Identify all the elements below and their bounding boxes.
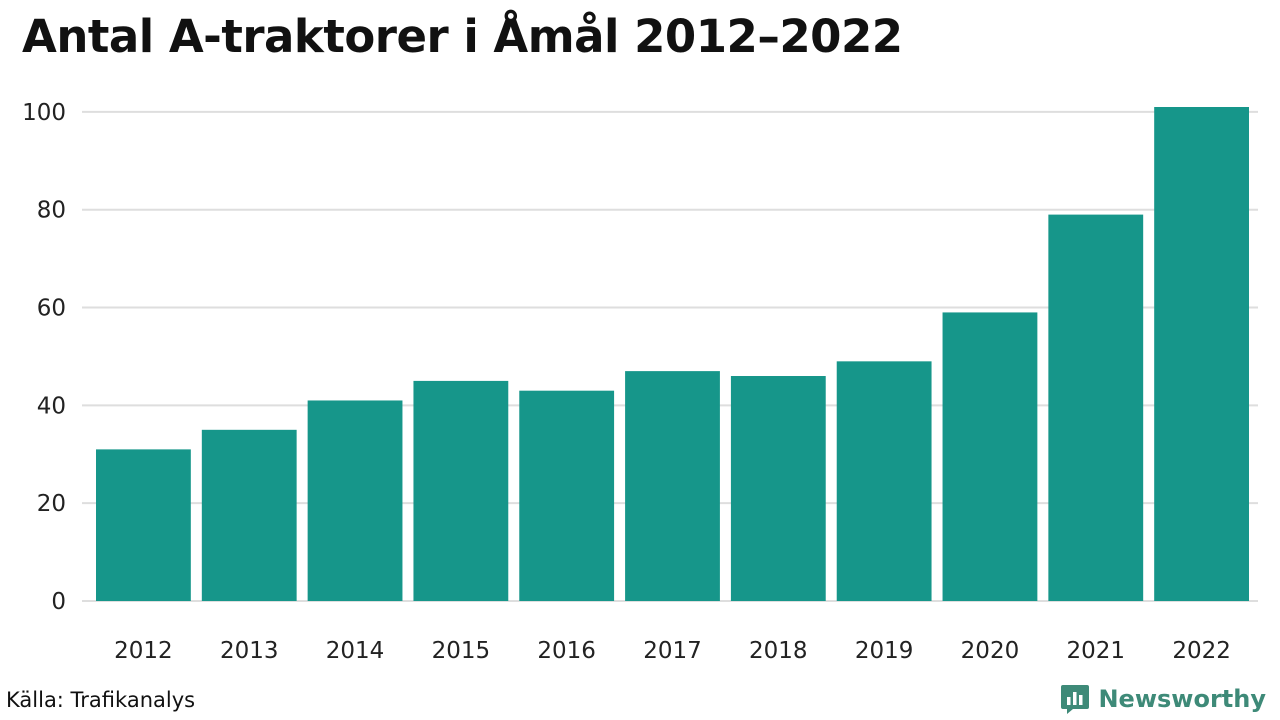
brand-logo: Newsworthy xyxy=(1060,683,1266,715)
x-tick-label: 2018 xyxy=(749,638,808,664)
bar-2017 xyxy=(625,371,720,601)
bar-2018 xyxy=(730,376,826,601)
x-tick-label: 2016 xyxy=(537,638,596,664)
x-tick-label: 2012 xyxy=(114,638,173,664)
source-note: Källa: Trafikanalys xyxy=(6,688,196,712)
x-tick-label: 2019 xyxy=(855,638,914,664)
bar-2016 xyxy=(519,390,615,601)
y-tick-label: 0 xyxy=(51,589,66,615)
x-tick-label: 2022 xyxy=(1172,638,1231,664)
brand-name: Newsworthy xyxy=(1098,685,1266,713)
bars xyxy=(96,107,1249,602)
x-tick-label: 2021 xyxy=(1066,638,1125,664)
y-tick-label: 20 xyxy=(37,491,66,517)
x-tick-label: 2017 xyxy=(643,638,702,664)
bar-2022 xyxy=(1154,107,1249,601)
bar-2020 xyxy=(942,312,1038,601)
x-tick-label: 2014 xyxy=(326,638,385,664)
bar-2021 xyxy=(1048,214,1144,602)
y-axis: 0 20 40 60 80 100 xyxy=(22,100,66,615)
bar-2015 xyxy=(413,380,509,601)
y-tick-label: 60 xyxy=(37,296,66,322)
x-tick-label: 2015 xyxy=(432,638,491,664)
chart-title: Antal A-traktorer i Åmål 2012–2022 xyxy=(22,10,903,63)
x-tick-label: 2013 xyxy=(220,638,279,664)
x-axis: 2012 2013 2014 2015 2016 2017 2018 2019 2020 2021… xyxy=(114,638,1231,664)
bar-2012 xyxy=(96,449,191,601)
y-tick-label: 80 xyxy=(37,198,66,224)
y-tick-label: 100 xyxy=(22,100,66,126)
y-tick-label: 40 xyxy=(37,393,66,419)
bar-2014 xyxy=(307,400,403,601)
newsworthy-logo-icon xyxy=(1061,685,1090,714)
bar-2013 xyxy=(201,429,297,601)
bar-2019 xyxy=(836,361,932,601)
x-tick-label: 2020 xyxy=(961,638,1020,664)
